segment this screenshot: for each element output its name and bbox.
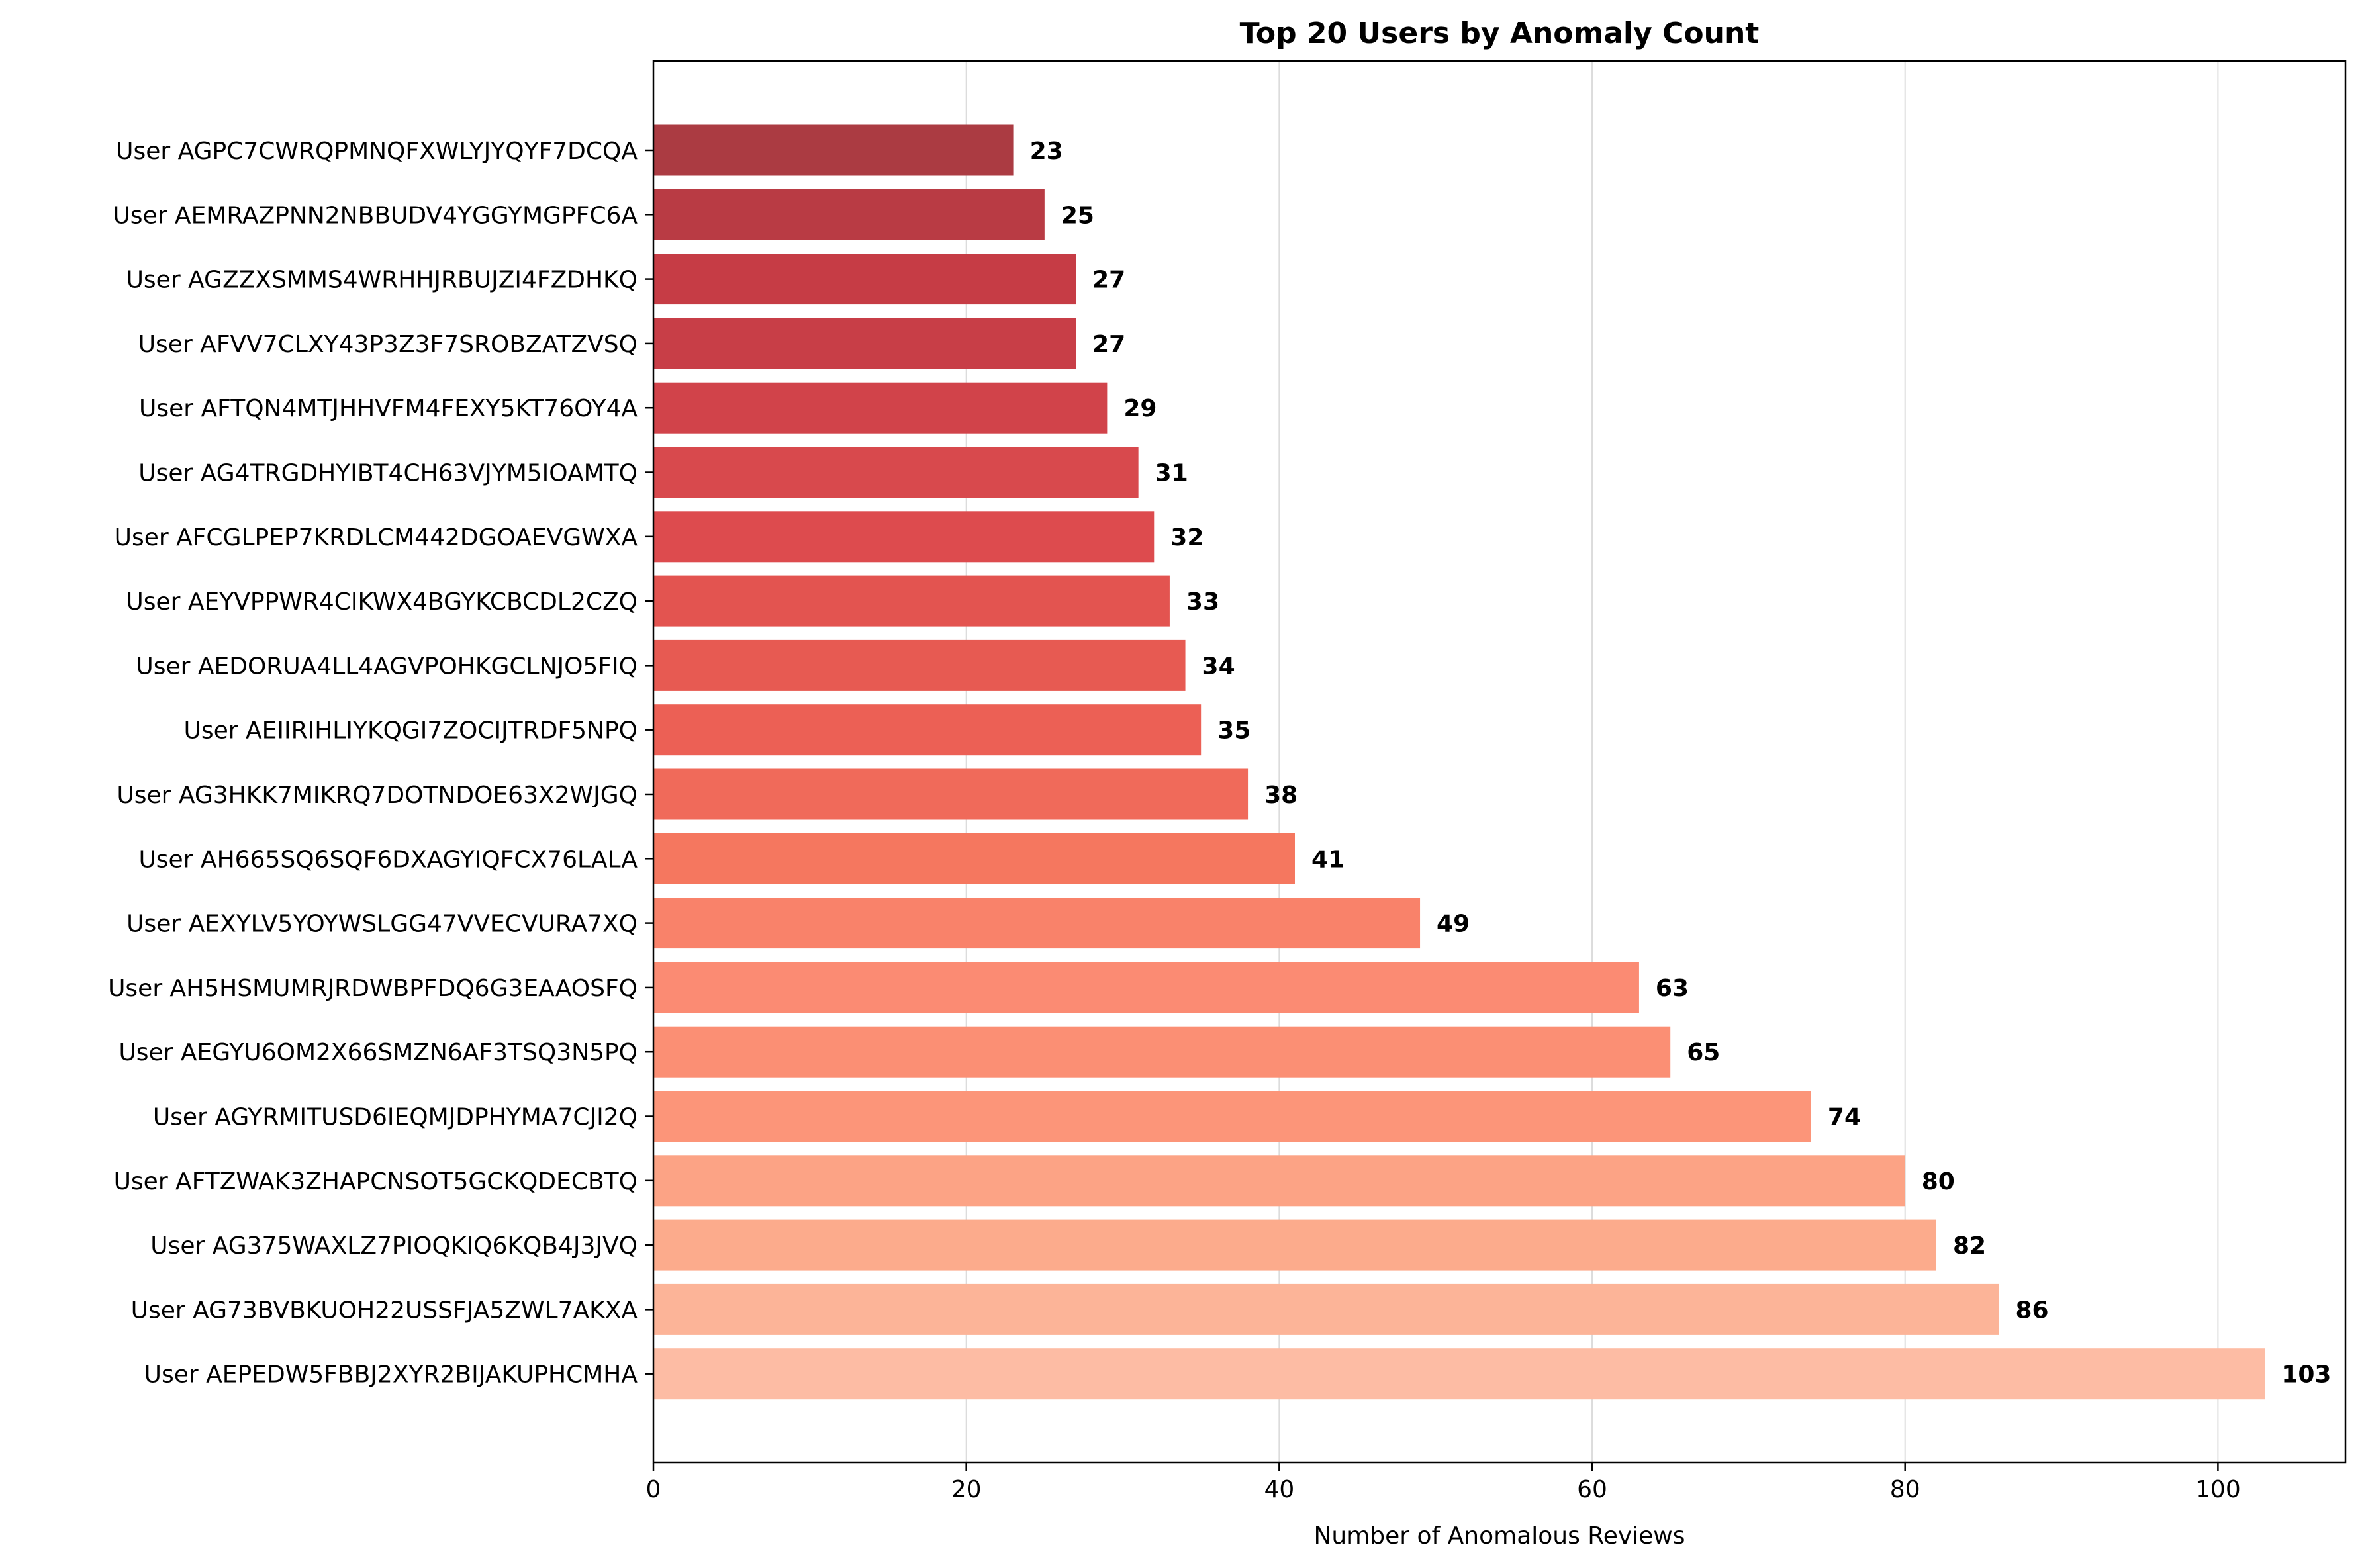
y-tick-label: User AEGYU6OM2X66SMZN6AF3TSQ3N5PQ: [118, 1039, 638, 1066]
bar: [653, 511, 1155, 563]
y-tick-label: User AGZZXSMMS4WRHHJRBUJZI4FZDHKQ: [126, 267, 638, 294]
bar: [653, 898, 1421, 949]
x-tick-label: 80: [1890, 1476, 1920, 1503]
bar-value-label: 27: [1092, 267, 1125, 294]
bar-value-label: 80: [1922, 1168, 1955, 1195]
bar: [653, 768, 1249, 820]
bar: [653, 1155, 1905, 1207]
bar-value-label: 38: [1264, 782, 1298, 809]
y-tick-label: User AG73BVBKUOH22USSFJA5ZWL7AKXA: [131, 1297, 638, 1324]
bar: [653, 382, 1108, 434]
bar: [653, 447, 1139, 498]
y-tick-label: User AG375WAXLZ7PIOQKIQ6KQB4J3JVQ: [150, 1232, 638, 1260]
bar: [653, 575, 1170, 627]
bar: [653, 1219, 1936, 1271]
bars: [653, 124, 2265, 1400]
bar-value-label: 27: [1092, 331, 1125, 358]
y-tick-label: User AH665SQ6SQF6DXAGYIQFCX76LALA: [138, 846, 638, 873]
bar-value-label: 63: [1656, 975, 1689, 1002]
bar: [653, 189, 1045, 240]
bar-value-label: 33: [1186, 588, 1219, 616]
y-tick-label: User AFTQN4MTJHHVFM4FEXY5KT76OY4A: [139, 395, 638, 422]
bar-value-label: 65: [1687, 1039, 1720, 1066]
x-axis-label: Number of Anomalous Reviews: [1313, 1522, 1685, 1549]
y-tick-label: User AEPEDW5FBBJ2XYR2BIJAKUPHCMHA: [144, 1361, 638, 1389]
bar-value-label: 29: [1123, 395, 1157, 422]
bar-value-label: 35: [1217, 717, 1251, 745]
x-tick-label: 60: [1577, 1476, 1607, 1503]
bar: [653, 124, 1014, 176]
bar: [653, 962, 1639, 1013]
bar-value-label: 74: [1828, 1104, 1861, 1131]
y-tick-label: User AEMRAZPNN2NBBUDV4YGGYMGPFC6A: [113, 202, 638, 229]
x-tick-label: 40: [1264, 1476, 1294, 1503]
x-tick-label: 20: [951, 1476, 982, 1503]
bar-value-label: 32: [1170, 524, 1204, 551]
y-tick-label: User AEDORUA4LL4AGVPOHKGCLNJO5FIQ: [136, 653, 638, 680]
y-tick-label: User AGPC7CWRQPMNQFXWLYJYQYF7DCQA: [116, 138, 638, 165]
bar-value-label: 25: [1061, 202, 1094, 229]
bar: [653, 1091, 1811, 1142]
bar-value-label: 31: [1155, 460, 1188, 487]
bar: [653, 254, 1076, 305]
y-axis-ticks: User AGPC7CWRQPMNQFXWLYJYQYF7DCQA User AE…: [108, 138, 653, 1389]
bar: [653, 833, 1295, 884]
y-tick-label: User AFCGLPEP7KRDLCM442DGOAEVGWXA: [115, 524, 638, 551]
y-tick-label: User AEXYLV5YOYWSLGG47VVECVURA7XQ: [126, 911, 638, 938]
x-tick-label: 0: [646, 1476, 661, 1503]
bar-value-label: 34: [1202, 653, 1235, 680]
bar: [653, 639, 1186, 691]
bar: [653, 1283, 1999, 1335]
y-tick-label: User AEIIRIHLIYKQGI7ZOCIJTRDF5NPQ: [183, 717, 638, 745]
x-axis-ticks: 0 20 40 60 80 100: [646, 1463, 2241, 1503]
y-tick-label: User AFVV7CLXY43P3Z3F7SROBZATZVSQ: [138, 331, 638, 358]
x-tick-label: 100: [2195, 1476, 2241, 1503]
y-tick-label: User AFTZWAK3ZHAPCNSOT5GCKQDECBTQ: [114, 1168, 638, 1195]
y-tick-label: User AEYVPPWR4CIKWX4BGYKCBCDL2CZQ: [126, 588, 638, 616]
y-tick-label: User AGYRMITUSD6IEQMJDPHYMA7CJI2Q: [153, 1104, 638, 1131]
y-tick-label: User AG3HKK7MIKRQ7DOTNDOE63X2WJGQ: [117, 782, 638, 809]
bar-value-label: 82: [1953, 1232, 1986, 1260]
bar-value-label: 41: [1311, 846, 1345, 873]
bar-value-label: 86: [2016, 1297, 2049, 1324]
bar-value-label: 49: [1437, 911, 1470, 938]
bar: [653, 1026, 1671, 1078]
bar-value-labels: 23 25 27 27 29 31 32 33 34 35 38 41 49 63 65 74 80 82 86 10…: [1030, 138, 2332, 1389]
bar: [653, 318, 1076, 369]
bar: [653, 704, 1202, 756]
plot-frame: [652, 60, 2347, 1464]
chart-title: Top 20 Users by Anomaly Count: [1240, 17, 1760, 50]
y-tick-label: User AH5HSMUMRJRDWBPFDQ6G3EAAOSFQ: [108, 975, 638, 1002]
bar: [653, 1348, 2265, 1400]
bar-value-label: 103: [2281, 1361, 2331, 1389]
y-tick-label: User AG4TRGDHYIBT4CH63VJYM5IOAMTQ: [138, 460, 638, 487]
bar-value-label: 23: [1030, 138, 1063, 165]
